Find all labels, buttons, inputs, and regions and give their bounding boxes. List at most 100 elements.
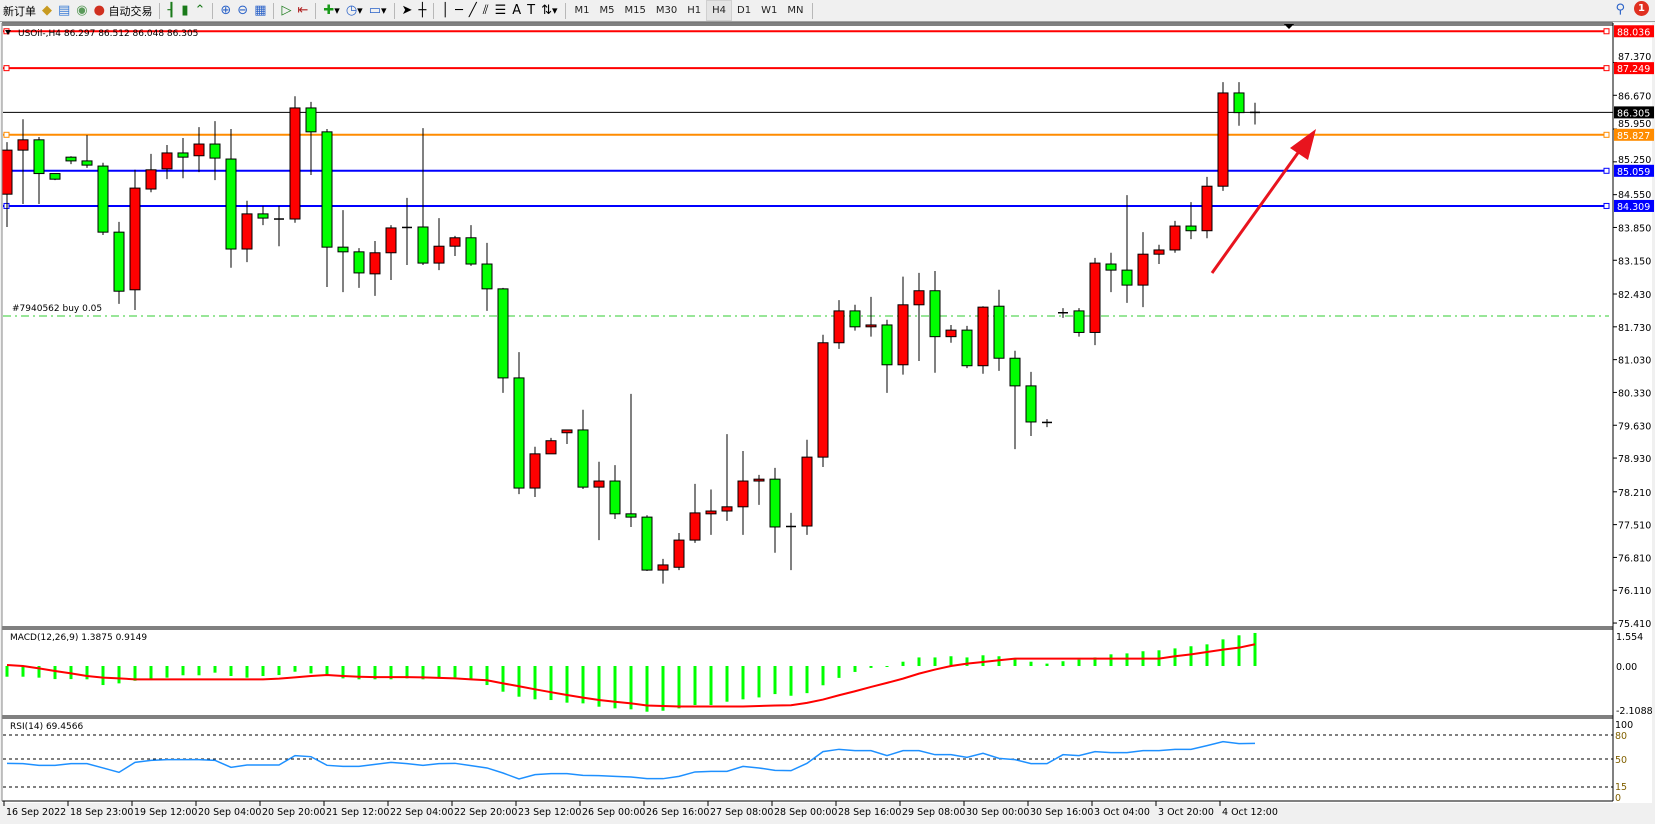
macd-histogram-bar [357,666,361,680]
time-tick-label: 22 Sep 20:00 [454,807,517,818]
macd-signal-line [6,643,1256,708]
time-tick-label: 16 Sep 2022 [6,807,66,818]
candle-body [1,149,13,195]
candle [1105,252,1117,293]
auto-trading-button[interactable]: ● 自动交易 [91,1,156,20]
rsi-tick-label: 100 [1615,720,1633,731]
tile-windows-button[interactable]: ▦ [251,1,269,20]
level-price-box [1614,128,1654,141]
auto-scroll-button[interactable]: ▷ [278,1,294,20]
trend-arrow[interactable] [1210,129,1316,274]
time-tick-label: 18 Sep 23:00 [70,807,133,818]
chart-header: USOil-,H4 86.297 86.512 86.048 86.305 [18,29,198,39]
rsi-tick-label: 80 [1615,731,1627,742]
timeframe-m5-button[interactable]: M5 [599,5,615,16]
market-watch-button[interactable]: ◆ [39,1,55,20]
candle [753,474,765,505]
candlestick-icon: ▮ [181,3,189,18]
candle [577,409,589,489]
fibonacci-icon: ☰ [494,3,507,18]
candle [49,173,61,181]
equidistant-channel-button[interactable]: ⫽ [480,1,492,20]
indicators-button[interactable]: ✚ ▾ [323,3,340,18]
chart-shift-marker-icon[interactable] [1284,24,1294,29]
zoom-in-button[interactable]: ⊕ [217,1,234,20]
macd-histogram-bar [181,666,185,676]
zoom-in-icon: ⊕ [220,3,232,18]
time-tick-label: 3 Oct 20:00 [1158,807,1214,818]
crosshair-button[interactable]: ┼ [415,1,429,20]
candle [1042,419,1052,428]
candle [1121,195,1133,303]
candle [1089,257,1101,346]
order-label: #7940562 buy 0.05 [12,304,102,314]
arrows-button[interactable]: ⇅ ▾ [541,3,558,18]
macd-histogram-bar [725,666,729,702]
candle [465,225,477,266]
horizontal-line-button[interactable]: ─ [452,1,466,20]
candle-body [305,107,317,133]
timeframe-m1-button[interactable]: M1 [574,5,590,16]
candle-body [81,160,93,166]
macd-histogram-bar [901,661,905,666]
time-tick-label: 28 Sep 16:00 [838,807,901,818]
line-chart-button[interactable]: ⌃ [191,1,208,20]
rsi-pane [3,734,1613,788]
candle [1233,82,1245,126]
search-icon[interactable]: ⚲ [1615,2,1625,17]
new-order-button[interactable]: 新订单 [0,1,39,20]
candle [961,325,973,369]
periods-button[interactable]: ◷ ▾ [345,3,363,18]
auto-trading-icon: ● [93,3,105,18]
candle [161,144,173,180]
macd-histogram-bar [549,666,553,701]
timeframe-w1-button[interactable]: W1 [761,5,778,16]
data-window-button[interactable]: ▤ [55,1,73,20]
fibonacci-button[interactable]: ☰ [492,1,510,20]
level-handle-icon [1603,28,1610,35]
level-handle-icon [1603,131,1610,138]
zoom-out-button[interactable]: ⊖ [234,1,251,20]
timeframe-m30-button[interactable]: M30 [655,5,678,16]
candle-body [1137,253,1149,286]
macd-histogram-bar [853,666,857,672]
level-price-box [1614,25,1654,38]
timeframe-d1-button[interactable]: D1 [737,5,752,16]
toolbar-separator [212,2,214,19]
bar-chart-button[interactable]: ┨ [164,1,178,20]
chart-shift-button[interactable]: ⇤ [294,1,311,20]
timeframe-m15-button[interactable]: M15 [624,5,646,16]
chart-shift-icon: ⇤ [297,3,309,18]
candle [801,439,813,535]
price-tick-label: 75.410 [1618,619,1651,630]
notification-badge[interactable]: 1 [1634,1,1649,16]
macd-histogram-bar [661,666,665,711]
candlestick-button[interactable]: ▮ [178,1,191,20]
collapse-triangle-icon[interactable] [5,30,11,35]
timeframe-h4-button[interactable]: H4 [706,0,733,21]
candle [833,300,845,349]
candle-body [977,306,989,367]
trendline-button[interactable]: ╱ [466,1,480,20]
level-price-box [1614,164,1654,177]
cursor-button[interactable]: ➤ [399,1,416,20]
toolbar-separator [812,2,814,19]
text-label-button[interactable]: T [524,1,538,20]
candle [593,461,605,541]
text-button[interactable]: A [509,1,524,20]
candle-body [449,237,461,247]
signals-button[interactable]: ◉ [73,1,90,20]
candle-body [161,152,173,170]
price-tick-label: 80.330 [1618,388,1651,399]
price-tick-label: 84.550 [1618,190,1651,201]
templates-button[interactable]: ▭ ▾ [368,3,387,18]
macd-histogram-bar [533,666,537,700]
timeframe-h1-button[interactable]: H1 [687,5,702,16]
candle-body [593,480,605,488]
vertical-line-button[interactable]: │ [438,1,452,20]
macd-histogram-bar [645,666,649,712]
macd-histogram-bar [245,666,249,678]
timeframe-mn-button[interactable]: MN [787,5,804,16]
candle [402,197,412,265]
